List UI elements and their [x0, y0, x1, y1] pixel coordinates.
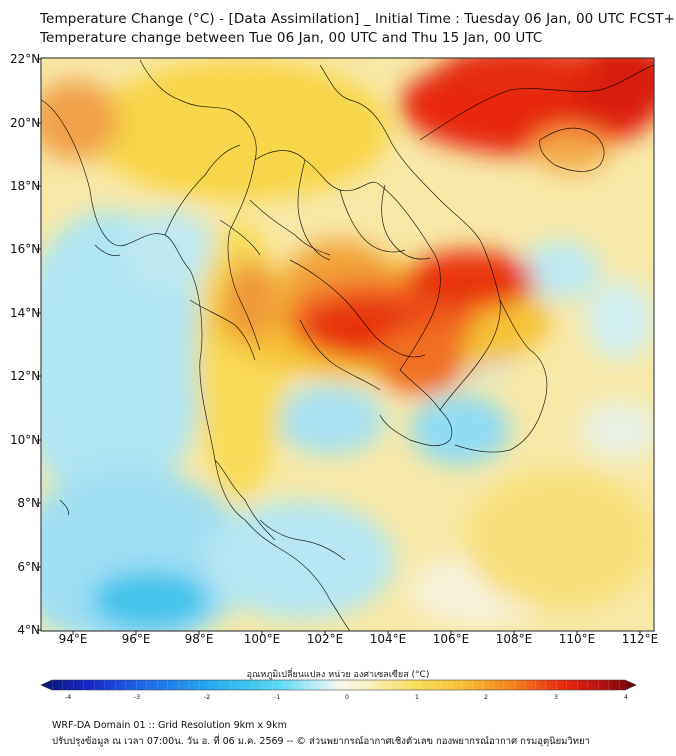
lon-label: 104°E	[369, 632, 407, 646]
lon-label: 98°E	[184, 632, 214, 646]
colorbar-tick: -1	[273, 693, 281, 701]
footer-credits: ปรับปรุงข้อมูล ณ เวลา 07:00น. วัน อ. ที่…	[52, 736, 590, 747]
lon-label: 110°E	[558, 632, 596, 646]
lon-label: 108°E	[495, 632, 533, 646]
lat-label: 18°N	[10, 179, 41, 193]
colorbar-tick: 3	[553, 693, 559, 701]
lon-label: 112°E	[621, 632, 659, 646]
lon-label: 106°E	[432, 632, 470, 646]
colorbar-tick: 0	[344, 693, 350, 701]
temperature-field	[41, 58, 654, 631]
map-title: Temperature Change (°C) - [Data Assimila…	[40, 11, 676, 27]
lat-label: 14°N	[10, 306, 41, 320]
lat-label: 20°N	[10, 116, 41, 130]
lon-label: 94°E	[58, 632, 88, 646]
map-frame	[40, 57, 655, 632]
lat-label: 10°N	[10, 433, 41, 447]
lat-label: 22°N	[10, 52, 41, 66]
colorbar-tick: -2	[203, 693, 211, 701]
footer-model-info: WRF-DA Domain 01 :: Grid Resolution 9km …	[52, 720, 287, 731]
lon-label: 96°E	[121, 632, 151, 646]
map-subtitle: Temperature change between Tue 06 Jan, 0…	[40, 30, 543, 46]
colorbar-tick: 2	[483, 693, 489, 701]
lat-label: 4°N	[17, 623, 40, 637]
lon-label: 102°E	[306, 632, 344, 646]
colorbar-tick: 4	[623, 693, 629, 701]
axis-ticks	[37, 58, 641, 635]
colorbar-tick: 1	[414, 693, 420, 701]
lon-label: 100°E	[243, 632, 281, 646]
lat-label: 16°N	[10, 242, 41, 256]
lat-label: 8°N	[17, 496, 40, 510]
colorbar-tick: -4	[64, 693, 72, 701]
colorbar-label: อุณหภูมิเปลี่ยนแปลง หน่วย องศาเซลเซียส (…	[246, 670, 430, 680]
lat-label: 12°N	[10, 369, 41, 383]
country-borders	[41, 59, 654, 631]
colorbar-tick: -3	[133, 693, 141, 701]
colorbar	[40, 679, 637, 691]
lat-label: 6°N	[17, 560, 40, 574]
